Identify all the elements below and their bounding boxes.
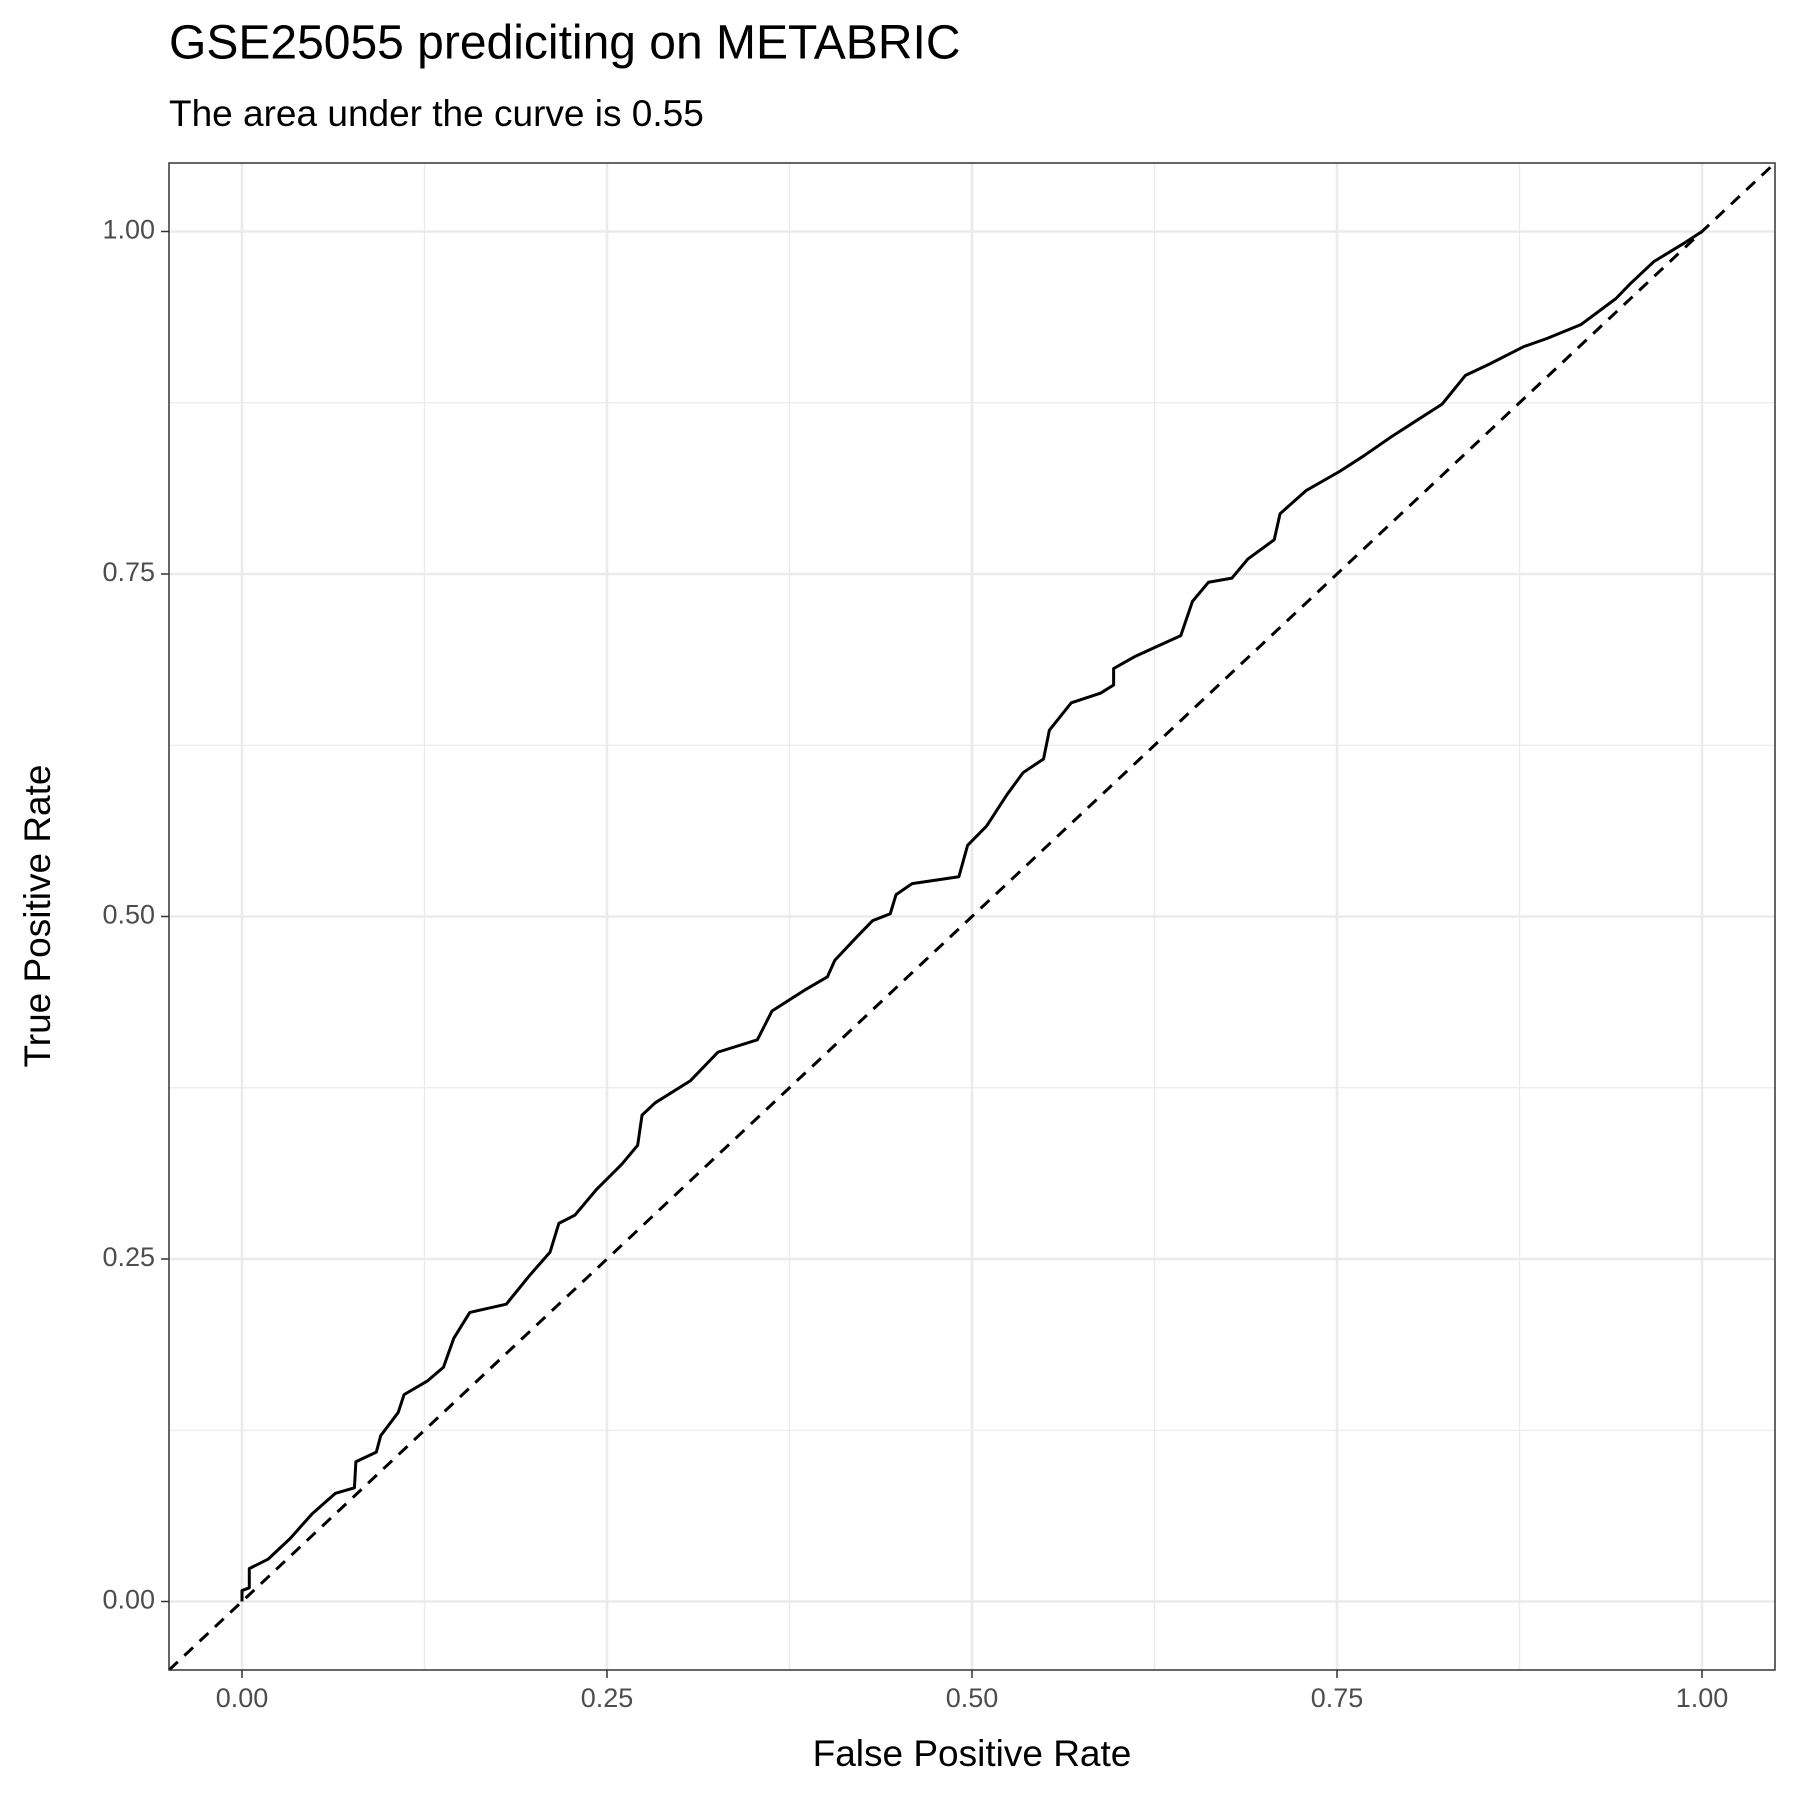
x-tick-label: 0.25 bbox=[581, 1683, 634, 1713]
x-tick-label: 0.50 bbox=[946, 1683, 999, 1713]
x-axis-title: False Positive Rate bbox=[813, 1733, 1132, 1774]
y-tick-label: 0.75 bbox=[102, 557, 155, 587]
reference-line bbox=[167, 161, 1777, 1672]
y-tick-label: 0.50 bbox=[102, 900, 155, 930]
x-tick-label: 0.00 bbox=[216, 1683, 269, 1713]
chart-subtitle: The area under the curve is 0.55 bbox=[169, 93, 704, 134]
y-tick-label: 1.00 bbox=[102, 215, 155, 245]
x-tick-label: 1.00 bbox=[1676, 1683, 1729, 1713]
y-axis-title: True Positive Rate bbox=[17, 765, 58, 1068]
y-tick-label: 0.25 bbox=[102, 1242, 155, 1272]
roc-curve bbox=[240, 230, 1703, 1602]
x-tick-label: 0.75 bbox=[1311, 1683, 1364, 1713]
y-tick-label: 0.00 bbox=[102, 1585, 155, 1615]
chart-title: GSE25055 prediciting on METABRIC bbox=[169, 17, 960, 70]
plot-border bbox=[168, 162, 1776, 1671]
